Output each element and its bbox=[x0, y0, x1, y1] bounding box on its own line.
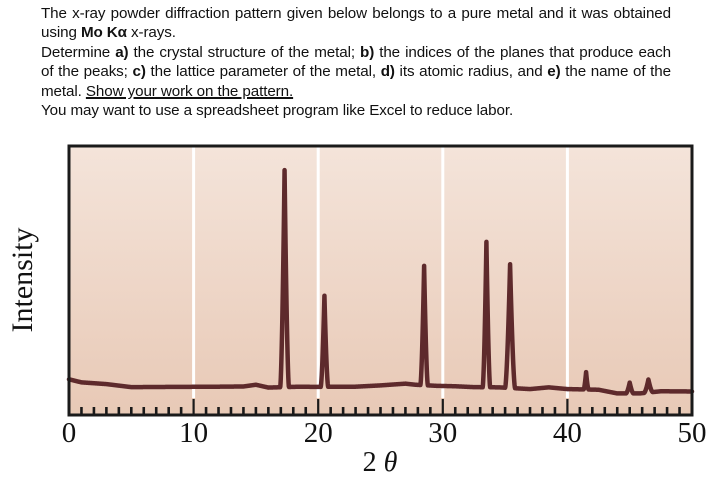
tip-text: You may want to use a spreadsheet progra… bbox=[41, 102, 514, 120]
part-c-label: c) bbox=[132, 63, 146, 81]
diffraction-trace bbox=[66, 167, 695, 396]
x-tick-label: 30 bbox=[428, 417, 458, 449]
x-tick-label: 20 bbox=[303, 417, 333, 449]
part-e-text: the name of the metal. bbox=[41, 63, 671, 100]
q-intro: Determine bbox=[41, 43, 116, 61]
part-d-text: its atomic radius, and bbox=[394, 63, 548, 81]
part-d-label: d) bbox=[380, 63, 395, 81]
x-tick-label: 50 bbox=[677, 417, 707, 449]
part-e-label: e) bbox=[547, 63, 561, 81]
x-tick-label: 40 bbox=[552, 417, 582, 449]
intro-paragraph: The x-ray powder diffraction pattern giv… bbox=[41, 4, 671, 43]
tip-paragraph: You may want to use a spreadsheet progra… bbox=[41, 101, 671, 120]
x-axis-label-text: 2 θ bbox=[362, 447, 398, 478]
x-tick-label: 10 bbox=[179, 417, 209, 449]
questions-paragraph: Determine a) the crystal structure of th… bbox=[41, 43, 671, 101]
part-b-label: b) bbox=[360, 43, 375, 61]
intro-text: The x-ray powder diffraction pattern giv… bbox=[41, 5, 671, 42]
part-c-text: the lattice parameter of the metal, bbox=[145, 63, 381, 81]
part-a-text: the crystal structure of the metal; bbox=[128, 43, 361, 61]
intro-end: x-rays. bbox=[126, 24, 176, 42]
part-a-label: a) bbox=[115, 43, 129, 61]
show-work-instruction: Show your work on the pattern. bbox=[85, 82, 294, 100]
plot-frame bbox=[67, 144, 694, 417]
part-b-text: the indices of the planes that produce e… bbox=[41, 43, 671, 81]
problem-statement: The x-ray powder diffraction pattern giv… bbox=[41, 4, 671, 120]
plot-area bbox=[69, 146, 692, 415]
x-axis-label: 2 θ bbox=[363, 447, 398, 479]
gridlines bbox=[192, 147, 569, 398]
theta-symbol: θ bbox=[383, 447, 398, 478]
x-tick-label: 0 bbox=[61, 417, 77, 449]
radiation-label: Mo Kα bbox=[80, 24, 127, 42]
